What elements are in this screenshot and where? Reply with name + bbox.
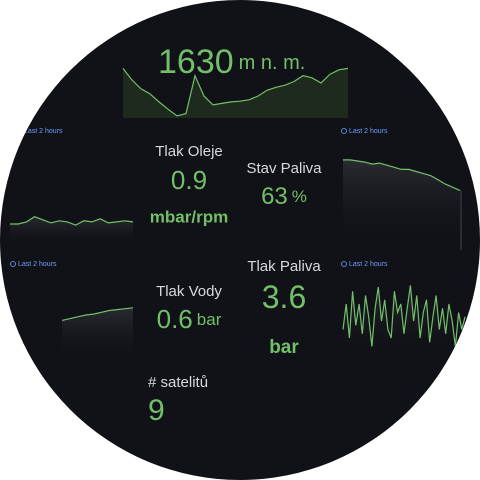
clock-icon xyxy=(341,128,347,134)
area xyxy=(62,307,133,360)
stat-unit: % xyxy=(292,187,307,206)
time-range: Last 2 hours xyxy=(349,128,388,135)
sparkline xyxy=(61,307,134,321)
stat-value: 0.6 xyxy=(157,304,193,334)
stat: 0.9 xyxy=(171,165,207,195)
altitude-value: 1630 xyxy=(158,43,234,81)
sparkline xyxy=(10,216,134,226)
area xyxy=(343,159,460,245)
clock-icon xyxy=(341,261,347,267)
clock-icon xyxy=(10,261,16,267)
stat-title: Tlak Oleje xyxy=(155,143,223,160)
altitude: 1630 m n. m. xyxy=(158,43,305,81)
stat-value: 9 xyxy=(148,394,165,427)
stat-unit: bar xyxy=(197,310,222,329)
stat: 63% xyxy=(261,183,307,210)
clock-icon xyxy=(16,128,22,134)
time-range: Last 2 hours xyxy=(349,261,388,268)
stat-value: 0.9 xyxy=(171,165,207,195)
time-range: Last 2 hours xyxy=(24,128,63,135)
stat-title: Stav Paliva xyxy=(246,160,322,177)
stat: 9 xyxy=(148,394,165,427)
altitude-line xyxy=(122,67,349,117)
sparkline xyxy=(342,285,466,347)
area xyxy=(123,68,348,118)
sparkline xyxy=(343,159,461,191)
altitude-unit: m n. m. xyxy=(239,52,306,74)
area xyxy=(10,216,133,245)
stat-value: 63 xyxy=(261,183,288,210)
area xyxy=(343,285,465,355)
stat: 0.6 bar xyxy=(157,304,222,334)
stat-title: # satelitů xyxy=(148,374,208,391)
stat-title: Tlak Paliva xyxy=(247,258,321,275)
stat: 3.6 xyxy=(262,279,306,315)
stat-unit: mbar/rpm xyxy=(150,207,228,226)
stat-title: Tlak Vody xyxy=(156,283,222,300)
stat-value: 3.6 xyxy=(262,279,306,315)
time-range: Last 2 hours xyxy=(18,261,57,268)
stat-unit: bar xyxy=(269,337,299,358)
